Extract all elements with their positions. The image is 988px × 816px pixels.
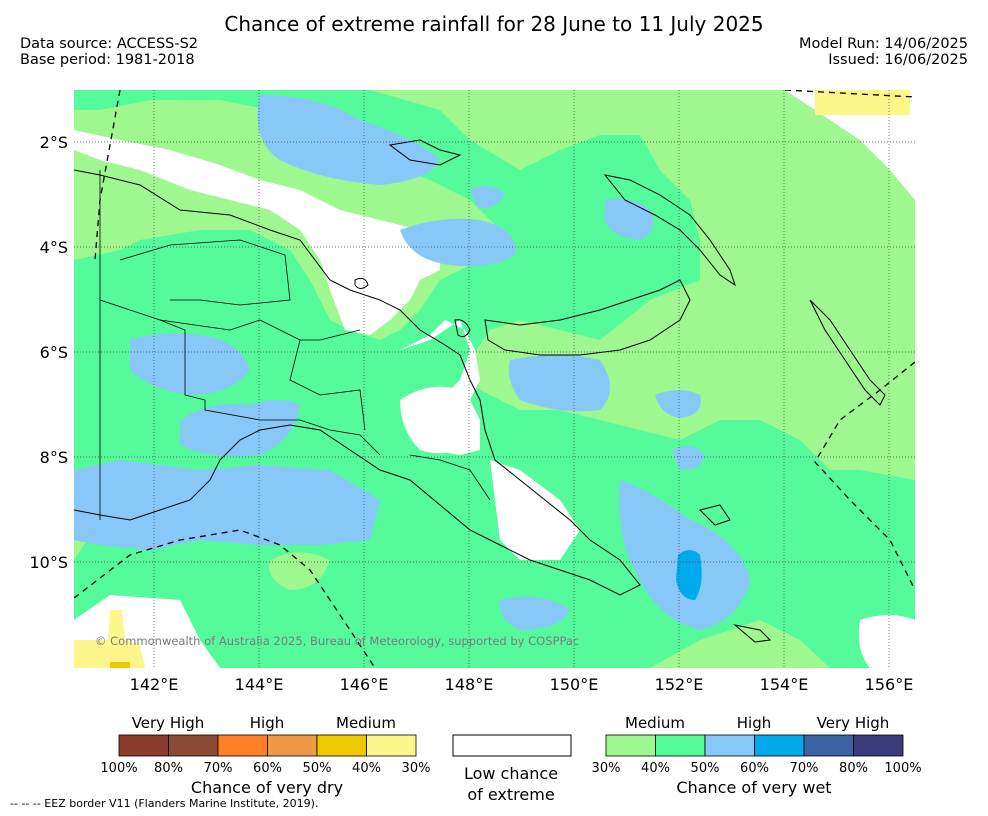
lon-label: 148°E	[445, 675, 494, 694]
graticule	[74, 90, 915, 668]
neutral-caption-line1: Low chance	[464, 764, 558, 783]
dry-tick-label: 100%	[100, 761, 137, 776]
wet-swatch	[853, 734, 904, 757]
latitude-labels: 2°S 4°S 6°S 8°S 10°S	[29, 133, 68, 572]
dry-group-high: High	[250, 714, 284, 732]
province-borders	[99, 170, 491, 520]
wet-swatches	[605, 734, 904, 757]
lon-label: 150°E	[550, 675, 599, 694]
dry-ticks: 100% 80% 70% 60% 50% 40% 30%	[100, 761, 430, 776]
dry-medium-region-ne	[815, 90, 910, 115]
dry-tick-label: 80%	[154, 761, 183, 776]
dry-tick-label: 70%	[204, 761, 233, 776]
lat-label: 2°S	[40, 133, 68, 152]
issued-text: Issued: 16/06/2025	[828, 52, 968, 68]
map-area	[74, 90, 915, 668]
dry-group-very-high: Very High	[132, 714, 205, 732]
neutral-legend: Low chance of extreme	[452, 734, 572, 804]
wet-group-medium: Medium	[625, 714, 685, 732]
lon-label: 156°E	[865, 675, 914, 694]
lat-label: 8°S	[40, 448, 68, 467]
wet-caption: Chance of very wet	[676, 778, 831, 797]
dry-tick-label: 30%	[402, 761, 431, 776]
wet-legend: Medium High Very High 30% 40% 50% 60% 70% 80%…	[592, 714, 922, 797]
eez-borders	[74, 90, 915, 668]
dry-tick-label: 50%	[303, 761, 332, 776]
wet-group-high: High	[737, 714, 771, 732]
dry-swatch	[267, 734, 318, 757]
coastlines	[74, 139, 886, 643]
dry-swatch	[118, 734, 169, 757]
lon-label: 144°E	[235, 675, 284, 694]
wet-ticks: 30% 40% 50% 60% 70% 80% 100%	[592, 761, 922, 776]
dry-tick-label: 40%	[352, 761, 381, 776]
dry-medium-high-region-sw	[110, 662, 130, 668]
map-title: Chance of extreme rainfall for 28 June t…	[224, 12, 764, 36]
wet-tick-label: 100%	[884, 761, 921, 776]
dry-legend: Very High High Medium 100% 80% 70% 60% 50% 40…	[100, 714, 430, 797]
wet-swatch	[754, 734, 805, 757]
wet-very-high-region	[676, 550, 702, 600]
lat-label: 10°S	[29, 553, 68, 572]
lat-label: 6°S	[40, 343, 68, 362]
dry-group-medium: Medium	[336, 714, 396, 732]
lon-label: 152°E	[655, 675, 704, 694]
wet-tick-label: 50%	[691, 761, 720, 776]
dry-swatch	[366, 734, 417, 757]
wet-tick-label: 80%	[839, 761, 868, 776]
wet-tick-label: 60%	[740, 761, 769, 776]
dry-medium-region-sw	[74, 610, 145, 668]
wet-swatch	[704, 734, 755, 757]
copyright-text: © Commonwealth of Australia 2025, Bureau…	[95, 634, 580, 648]
data-source-text: Data source: ACCESS-S2	[20, 36, 199, 52]
dry-caption: Chance of very dry	[191, 778, 343, 797]
wet-swatch	[605, 734, 656, 757]
low-chance-swatch	[452, 734, 572, 757]
wet-tick-label: 30%	[592, 761, 621, 776]
dry-swatch	[168, 734, 219, 757]
dry-tick-label: 60%	[253, 761, 282, 776]
lat-label: 4°S	[40, 238, 68, 257]
meta-right: Model Run: 14/06/2025 Issued: 16/06/2025	[799, 36, 968, 68]
wet-group-very-high: Very High	[817, 714, 890, 732]
meta-left: Data source: ACCESS-S2 Base period: 1981…	[20, 36, 198, 68]
wet-swatch	[655, 734, 706, 757]
lon-label: 146°E	[340, 675, 389, 694]
dry-swatch	[217, 734, 268, 757]
wet-tick-label: 40%	[641, 761, 670, 776]
lon-label: 142°E	[130, 675, 179, 694]
neutral-caption-line2: of extreme	[467, 785, 554, 804]
wet-swatch	[803, 734, 854, 757]
lon-label: 154°E	[760, 675, 809, 694]
longitude-labels: 142°E 144°E 146°E 148°E 150°E 152°E 154°…	[130, 675, 914, 694]
wet-tick-label: 70%	[790, 761, 819, 776]
wet-high-regions	[74, 95, 750, 630]
dry-swatches	[118, 734, 417, 757]
model-run-text: Model Run: 14/06/2025	[798, 36, 968, 52]
base-period-text: Base period: 1981-2018	[20, 52, 195, 68]
eez-note: -- -- -- EEZ border V11 (Flanders Marine…	[10, 797, 319, 810]
dry-swatch	[316, 734, 367, 757]
